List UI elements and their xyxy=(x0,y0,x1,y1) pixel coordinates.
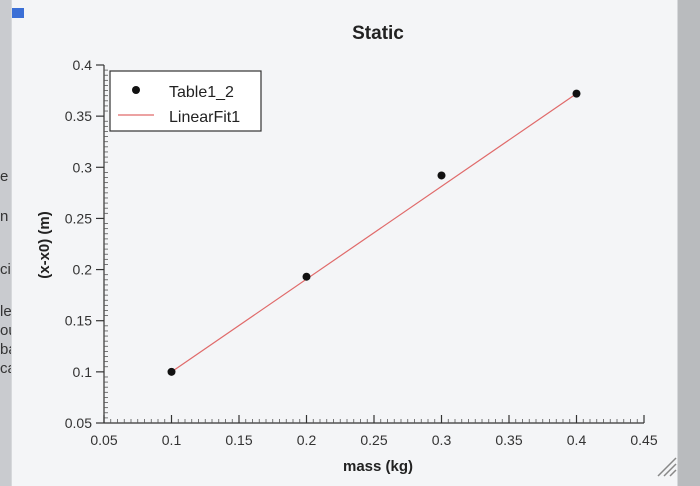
chart-title: Static xyxy=(352,23,404,44)
legend-label-fit: LinearFit1 xyxy=(169,109,240,126)
data-point xyxy=(167,367,176,376)
legend-marker-table xyxy=(132,86,140,94)
y-tick-label: 0.35 xyxy=(65,108,92,124)
x-axis-title: mass (kg) xyxy=(343,458,413,475)
y-tick-label: 0.3 xyxy=(73,159,93,175)
y-tick-label: 0.15 xyxy=(65,313,92,329)
data-point xyxy=(572,89,581,98)
background-window-edge: e n cir le ou bat car xyxy=(0,0,21,486)
y-tick-label: 0.1 xyxy=(73,364,93,380)
edge-text: cir xyxy=(0,261,16,278)
edge-text: le xyxy=(0,303,12,320)
scatter-chart: Static 0.050.10.150.20.250.30.350.40.05 0… xyxy=(12,8,658,475)
linear-fit-line xyxy=(171,93,577,373)
edge-text: n xyxy=(0,208,9,225)
resize-grip-icon[interactable] xyxy=(655,455,677,477)
x-tick-label: 0.15 xyxy=(225,432,252,448)
axes: 0.05 0.1 0.15 0.2 0.25 0.3 0.35 0.4 0.05 0.1 0.15 0… xyxy=(36,57,658,475)
legend-label-table: Table1_2 xyxy=(169,84,234,101)
y-tick-label: 0.25 xyxy=(65,210,92,226)
edge-text: e xyxy=(0,168,9,185)
x-tick-label: 0.45 xyxy=(630,432,657,448)
y-tick-label: 0.4 xyxy=(73,57,93,73)
window-corner-marker xyxy=(12,8,24,18)
y-tick-label: 0.2 xyxy=(73,262,93,278)
graph-window: Static 0.05 0.1 0.15 0.2 0.25 0.3 0.35 0.4 0.05 0… xyxy=(12,0,677,486)
x-tick-label: 0.4 xyxy=(567,432,587,448)
fit-layer xyxy=(171,93,577,373)
x-tick-label: 0.35 xyxy=(495,432,522,448)
y-tick-label: 0.05 xyxy=(65,415,92,431)
legend-box xyxy=(109,70,262,132)
data-point xyxy=(302,272,311,281)
x-tick-label: 0.3 xyxy=(432,432,452,448)
x-tick-label: 0.2 xyxy=(297,432,317,448)
y-axis-title: (x-x0) (m) xyxy=(36,211,53,279)
x-tick-label: 0.05 xyxy=(90,432,117,448)
x-tick-label: 0.25 xyxy=(360,432,387,448)
data-point xyxy=(437,171,446,180)
legend: Table1_2 LinearFit1 xyxy=(109,70,262,132)
x-tick-label: 0.1 xyxy=(162,432,182,448)
points-layer xyxy=(167,89,581,376)
